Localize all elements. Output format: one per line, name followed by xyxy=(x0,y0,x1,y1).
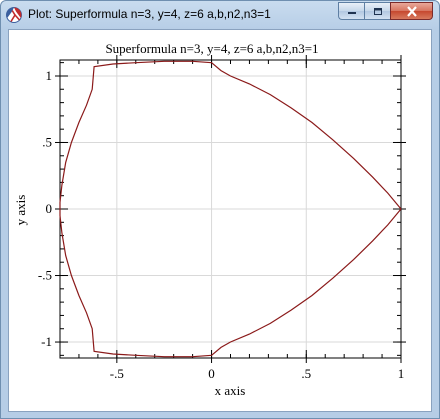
minimize-button[interactable] xyxy=(338,2,364,20)
y-tick-label: -.5 xyxy=(38,268,52,283)
close-icon xyxy=(406,5,417,17)
x-tick-label: -.5 xyxy=(110,366,124,381)
x-tick-label: 0 xyxy=(208,366,215,381)
y-tick-label: 1 xyxy=(46,68,53,83)
plot-area: -.5 0 .5 1 -1 -.5 0 .5 1 Superformula n=3, y=4, … xyxy=(8,29,432,412)
maximize-button[interactable] xyxy=(364,2,390,20)
window-title: Plot: Superformula n=3, y=4, z=6 a,b,n2,… xyxy=(28,7,271,21)
window-controls xyxy=(338,2,433,21)
series-curve xyxy=(59,60,402,358)
x-tick-label: .5 xyxy=(301,366,311,381)
racket-logo-icon xyxy=(6,7,22,23)
minimize-icon xyxy=(347,12,356,14)
y-tick-label: -1 xyxy=(41,334,52,349)
y-tick-label: .5 xyxy=(42,134,52,149)
chart-title: Superformula n=3, y=4, z=6 a,b,n2,n3=1 xyxy=(105,41,318,56)
y-tick-label: 0 xyxy=(46,201,53,216)
title-bar[interactable]: Plot: Superformula n=3, y=4, z=6 a,b,n2,… xyxy=(1,1,439,29)
x-axis-label: x axis xyxy=(215,383,246,398)
x-tick-label: 1 xyxy=(398,366,405,381)
superformula-chart: -.5 0 .5 1 -1 -.5 0 .5 1 Superformula n=3, y=4, … xyxy=(13,41,406,398)
close-button[interactable] xyxy=(390,2,433,20)
y-axis-label: y axis xyxy=(13,195,28,226)
maximize-icon xyxy=(373,7,382,15)
